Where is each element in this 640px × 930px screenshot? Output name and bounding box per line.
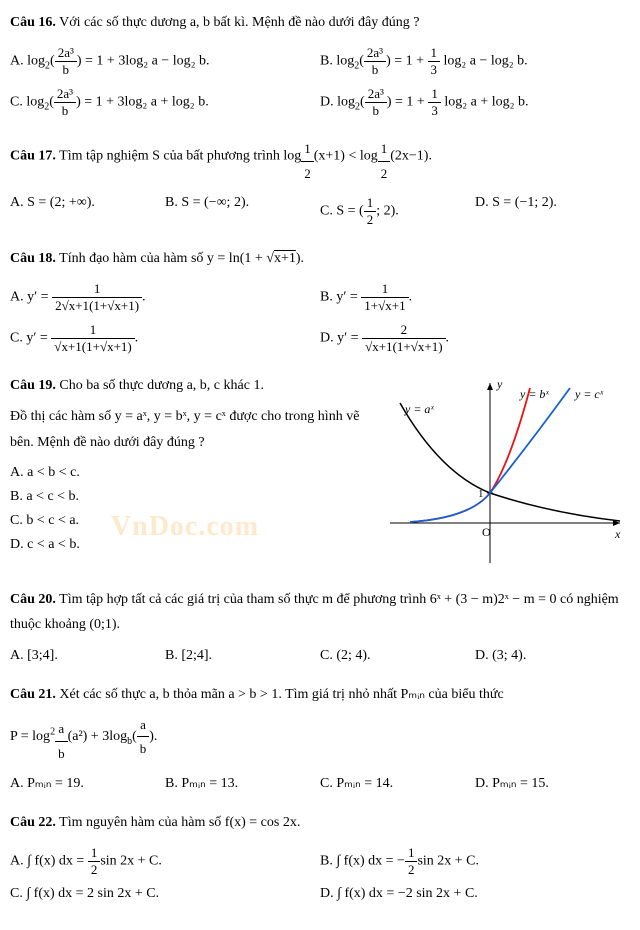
- origin-label: O: [482, 525, 491, 539]
- question-19: Câu 19. Cho ba số thực dương a, b, c khá…: [10, 373, 630, 573]
- q17-C: C. S = (12; 2).: [320, 191, 475, 232]
- q19-text2: Đồ thị các hàm số y = aˣ, y = bˣ, y = cˣ…: [10, 404, 360, 454]
- graph-svg: O x y 1 y = aˣ y = bˣ y = cˣ: [370, 373, 630, 573]
- q20-B: B. [2;4].: [165, 644, 320, 668]
- q21-A: A. Pₘᵢₙ = 19.: [10, 771, 165, 796]
- q18-D: D. y′ = 2√x+1(1+√x+1).: [320, 318, 630, 359]
- q22-D: D. ∫ f(x) dx = −2 sin 2x + C.: [320, 882, 630, 906]
- q19-graph: O x y 1 y = aˣ y = bˣ y = cˣ: [370, 373, 630, 573]
- q19-label: Câu 19.: [10, 378, 56, 393]
- q16-B-eq: log₂ a − log₂ b.: [444, 54, 528, 69]
- q22-C: C. ∫ f(x) dx = 2 sin 2x + C.: [10, 882, 320, 906]
- q19-C: C. b < c < a.: [10, 509, 360, 533]
- q22-A-post: sin 2x + C.: [100, 854, 162, 869]
- question-18: Câu 18. Tính đạo hàm của hàm số y = ln(1…: [10, 246, 630, 359]
- svg-text:y = cˣ: y = cˣ: [574, 387, 604, 401]
- q19-B: B. a < c < b.: [10, 485, 360, 509]
- q22-B-post: sin 2x + C.: [417, 854, 479, 869]
- q16-choices: A. log2(2a³b) = 1 + 3log₂ a − log₂ b. B.…: [10, 41, 630, 123]
- q20-choices: A. [3;4]. B. [2;4]. C. (2; 4). D. (3; 4)…: [10, 644, 630, 668]
- q21-C: C. Pₘᵢₙ = 14.: [320, 771, 475, 796]
- q16-text: Câu 16. Với các số thực dương a, b bất k…: [10, 10, 630, 35]
- q21-B: B. Pₘᵢₙ = 13.: [165, 771, 320, 796]
- q17-label: Câu 17.: [10, 149, 56, 164]
- q16-D: D. log2(2a³b) = 1 + 13 log₂ a + log₂ b.: [320, 82, 630, 123]
- q16-label: Câu 16.: [10, 15, 56, 30]
- q17-C-pre: C. S =: [320, 204, 359, 219]
- q22-label: Câu 22.: [10, 815, 56, 830]
- q16-C: C. log2(2a³b) = 1 + 3log₂ a + log₂ b.: [10, 82, 320, 123]
- q22-B-pre: B. ∫ f(x) dx = −: [320, 854, 405, 869]
- q16-D-label: D.: [320, 95, 334, 110]
- q16-body: Với các số thực dương a, b bất kì. Mệnh …: [59, 15, 419, 30]
- q20-A: A. [3;4].: [10, 644, 165, 668]
- q20-body: Tìm tập hợp tất cả các giá trị của tham …: [10, 592, 619, 632]
- q16-C-eq: = 1 + 3log₂ a + log₂ b.: [84, 95, 208, 110]
- q16-D-eq: log₂ a + log₂ b.: [444, 95, 528, 110]
- q18-C: C. y′ = 1√x+1(1+√x+1).: [10, 318, 320, 359]
- q18-A: A. y′ = 12√x+1(1+√x+1).: [10, 277, 320, 318]
- q17-choices: A. S = (2; +∞). B. S = (−∞; 2). C. S = (…: [10, 191, 630, 232]
- svg-text:x: x: [614, 527, 621, 541]
- question-17: Câu 17. Tìm tập nghiệm S của bất phương …: [10, 137, 630, 232]
- q17-A: A. S = (2; +∞).: [10, 191, 165, 232]
- q20-label: Câu 20.: [10, 592, 56, 607]
- question-16: Câu 16. Với các số thực dương a, b bất k…: [10, 10, 630, 123]
- q21-choices: A. Pₘᵢₙ = 19. B. Pₘᵢₙ = 13. C. Pₘᵢₙ = 14…: [10, 771, 630, 796]
- q18-C-pre: C. y′ =: [10, 331, 51, 346]
- q20-text: Câu 20. Tìm tập hợp tất cả các giá trị c…: [10, 587, 630, 637]
- q17-text: Câu 17. Tìm tập nghiệm S của bất phương …: [10, 137, 630, 185]
- q18-label: Câu 18.: [10, 251, 56, 266]
- q21-text: Câu 21. Xét các số thực a, b thỏa mãn a …: [10, 682, 630, 707]
- q21-label: Câu 21.: [10, 687, 56, 702]
- q19-D: D. c < a < b.: [10, 533, 360, 557]
- q17-body: Tìm tập nghiệm S của bất phương trình: [59, 149, 283, 164]
- q18-body: Tính đạo hàm của hàm số: [59, 251, 207, 266]
- q18-B-pre: B. y′ =: [320, 290, 361, 305]
- q19-body1: Cho ba số thực dương a, b, c khác 1.: [59, 378, 264, 393]
- question-20: Câu 20. Tìm tập hợp tất cả các giá trị c…: [10, 587, 630, 667]
- svg-text:y = aˣ: y = aˣ: [404, 402, 434, 416]
- q18-A-pre: A. y′ =: [10, 290, 52, 305]
- q19-text1: Câu 19. Cho ba số thực dương a, b, c khá…: [10, 373, 360, 398]
- q18-D-pre: D. y′ =: [320, 331, 362, 346]
- q17-D: D. S = (−1; 2).: [475, 191, 630, 232]
- svg-text:y = bˣ: y = bˣ: [519, 387, 549, 401]
- q22-text: Câu 22. Tìm nguyên hàm của hàm số f(x) =…: [10, 810, 630, 835]
- q21-D: D. Pₘᵢₙ = 15.: [475, 771, 630, 796]
- q16-C-label: C.: [10, 95, 23, 110]
- q20-C: C. (2; 4).: [320, 644, 475, 668]
- q20-D: D. (3; 4).: [475, 644, 630, 668]
- q22-B: B. ∫ f(x) dx = −12sin 2x + C.: [320, 841, 630, 882]
- q16-A-label: A.: [10, 54, 24, 69]
- q16-A-eq: = 1 + 3log₂ a − log₂ b.: [85, 54, 209, 69]
- q21-formula: P = log2ab(a²) + 3logb(ab).: [10, 713, 630, 766]
- q17-B: B. S = (−∞; 2).: [165, 191, 320, 232]
- q16-B: B. log2(2a³b) = 1 + 13 log₂ a − log₂ b.: [320, 41, 630, 82]
- q19-A: A. a < b < c.: [10, 461, 360, 485]
- q21-body: Xét các số thực a, b thỏa mãn a > b > 1.…: [59, 687, 503, 702]
- q22-A: A. ∫ f(x) dx = 12sin 2x + C.: [10, 841, 320, 882]
- q16-B-label: B.: [320, 54, 333, 69]
- q16-A: A. log2(2a³b) = 1 + 3log₂ a − log₂ b.: [10, 41, 320, 82]
- q22-body: Tìm nguyên hàm của hàm số f(x) = cos 2x.: [59, 815, 300, 830]
- q22-choices: A. ∫ f(x) dx = 12sin 2x + C. B. ∫ f(x) d…: [10, 841, 630, 906]
- q18-B: B. y′ = 11+√x+1.: [320, 277, 630, 318]
- q18-text: Câu 18. Tính đạo hàm của hàm số y = ln(1…: [10, 246, 630, 271]
- question-21: Câu 21. Xét các số thực a, b thỏa mãn a …: [10, 682, 630, 797]
- q18-choices: A. y′ = 12√x+1(1+√x+1). B. y′ = 11+√x+1.…: [10, 277, 630, 359]
- svg-text:y: y: [496, 377, 503, 391]
- q22-A-pre: A. ∫ f(x) dx =: [10, 854, 88, 869]
- q19-left: Câu 19. Cho ba số thực dương a, b, c khá…: [10, 373, 360, 573]
- question-22: Câu 22. Tìm nguyên hàm của hàm số f(x) =…: [10, 810, 630, 906]
